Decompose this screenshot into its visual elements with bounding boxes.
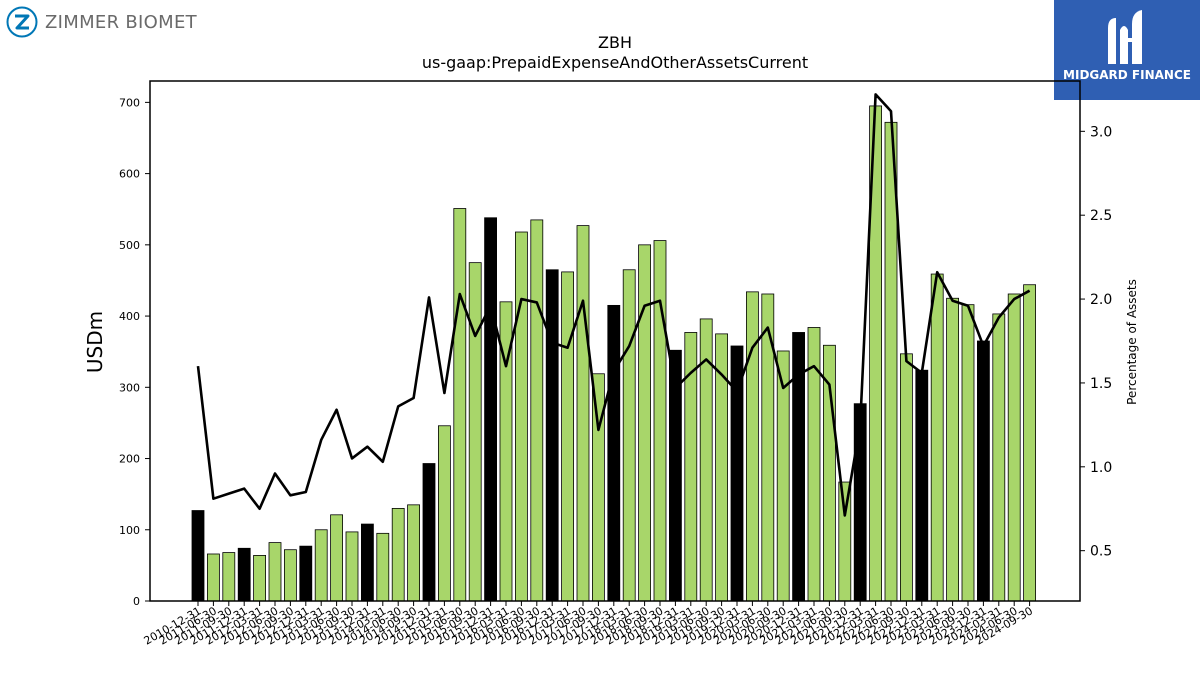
y-tick-label: 300: [119, 381, 140, 394]
bar-2011-09-30: [222, 552, 236, 602]
bar-2024-03-31: [992, 313, 1006, 602]
midgard-finance-logo: MIDGARD FINANCE: [1054, 0, 1200, 100]
bar-2023-12-31: [977, 340, 990, 602]
y-tick-label: 0: [133, 595, 140, 608]
percentage-line: [196, 93, 1031, 517]
bar-2013-03-31: [314, 529, 328, 602]
y2-axis-label: Percentage of Assets: [1125, 279, 1139, 405]
chart-title: ZBH: [598, 33, 632, 52]
bar-2016-12-31: [545, 269, 559, 602]
y-tick-label: 100: [119, 524, 140, 537]
bar-2011-06-30: [206, 553, 220, 602]
bar-2022-12-31: [915, 369, 929, 602]
zimmer-biomet-name: ZIMMER BIOMET: [45, 11, 197, 33]
plot-frame: [149, 80, 1081, 602]
y2-tick-label: 3.0: [1090, 124, 1112, 140]
bar-2012-09-30: [283, 549, 297, 602]
bar-2021-12-31: [853, 403, 867, 602]
bar-2012-12-31: [299, 545, 313, 602]
bar-2018-03-31: [622, 269, 636, 602]
bar-2011-12-31: [237, 547, 251, 602]
bar-2023-06-30: [946, 297, 959, 602]
midgard-finance-name: MIDGARD FINANCE: [1063, 68, 1191, 82]
bar-2021-09-30: [838, 481, 852, 602]
bar-2012-06-30: [268, 542, 282, 602]
y-tick-label: 700: [119, 96, 140, 109]
chart-subtitle: us-gaap:PrepaidExpenseAndOtherAssetsCurr…: [422, 53, 808, 72]
bar-2017-09-30: [592, 373, 605, 602]
zimmer-biomet-logo: ZIMMER BIOMET: [6, 4, 197, 40]
axes: 0 100 200 300 400 500 600 700 0.5 1.0 1.5 2.0 2.5 3.0…: [119, 80, 1112, 648]
bar-2015-09-30: [468, 262, 482, 602]
bar-2012-03-31: [253, 555, 267, 602]
y-tick-label: 500: [119, 239, 140, 252]
y2-tick-label: 2.5: [1090, 208, 1112, 224]
bar-2022-09-30: [900, 353, 913, 602]
midgard-m-logo-icon: [1108, 10, 1142, 64]
bar-2020-03-31: [746, 291, 759, 602]
zimmer-biomet-z-logo-icon: [6, 6, 38, 38]
bar-2024-09-30: [1023, 284, 1036, 602]
bar-2017-03-31: [561, 271, 574, 602]
bar-2015-12-31: [484, 217, 498, 602]
y-tick-label: 600: [119, 168, 140, 181]
bar-2013-06-30: [330, 514, 344, 602]
bar-2017-12-31: [607, 304, 621, 602]
bar-2023-03-31: [930, 273, 944, 602]
bar-series: [191, 105, 1036, 602]
y-tick-label: 200: [119, 453, 140, 466]
bar-2013-09-30: [345, 531, 359, 602]
y2-tick-label: 1.0: [1090, 460, 1112, 476]
bar-2016-06-30: [515, 231, 528, 602]
bar-2013-12-31: [360, 523, 374, 602]
bar-2010-12-31: [191, 510, 205, 602]
y-tick-label: 400: [119, 310, 140, 323]
bar-2015-06-30: [453, 208, 467, 602]
bar-2014-09-30: [407, 504, 421, 602]
bar-2017-06-30: [576, 225, 590, 602]
y2-tick-label: 0.5: [1090, 544, 1112, 560]
percentage-line-series: [196, 93, 1031, 517]
y-axis-label: USDm: [83, 311, 107, 373]
bar-2019-12-31: [730, 345, 744, 602]
y2-tick-label: 1.5: [1090, 376, 1112, 392]
bar-2015-03-31: [437, 425, 451, 602]
bar-2018-09-30: [653, 240, 667, 602]
bar-2018-06-30: [638, 244, 651, 602]
y2-tick-label: 2.0: [1090, 292, 1112, 308]
bar-2014-12-31: [422, 463, 436, 602]
bar-2014-06-30: [391, 507, 405, 602]
bar-2016-09-30: [530, 219, 544, 602]
bar-2014-03-31: [376, 532, 390, 602]
bar-2023-09-30: [961, 304, 975, 602]
bar-2024-06-30: [1007, 293, 1021, 602]
